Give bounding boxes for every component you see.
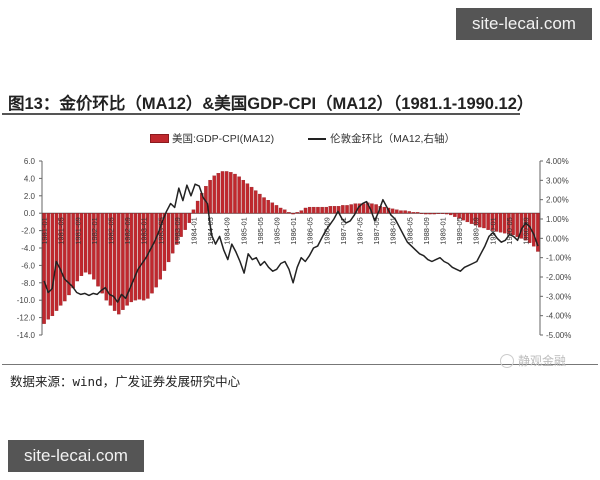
svg-text:1985-01: 1985-01	[239, 217, 248, 245]
svg-text:1983-05: 1983-05	[156, 217, 165, 245]
svg-text:0.00%: 0.00%	[546, 234, 569, 243]
svg-text:-2.0: -2.0	[21, 227, 35, 236]
svg-text:1983-01: 1983-01	[140, 217, 149, 245]
watermark-top: site-lecai.com	[456, 8, 592, 40]
svg-text:1989-05: 1989-05	[455, 217, 464, 245]
svg-text:3.00%: 3.00%	[546, 176, 569, 185]
svg-text:1988-01: 1988-01	[389, 217, 398, 245]
svg-text:1986-01: 1986-01	[289, 217, 298, 245]
right-axis: 4.00% 3.00% 2.00% 1.00% 0.00% -1.00% -2.00% -3.…	[539, 157, 571, 340]
svg-text:1988-09: 1988-09	[422, 217, 431, 245]
svg-text:-4.0: -4.0	[21, 244, 35, 253]
svg-text:-5.00%: -5.00%	[546, 331, 571, 340]
svg-text:1984-01: 1984-01	[189, 217, 198, 245]
bar-series-gdp-cpi	[42, 171, 540, 324]
svg-text:1986-05: 1986-05	[306, 217, 315, 245]
source-note: 数据来源：wind，广发证券发展研究中心	[10, 374, 241, 389]
svg-text:1984-09: 1984-09	[223, 217, 232, 245]
legend-label-gdp-cpi: 美国:GDP-CPI(MA12)	[172, 133, 275, 145]
line-series-gold	[43, 183, 539, 303]
source-divider	[2, 364, 598, 365]
svg-text:-2.00%: -2.00%	[546, 273, 571, 282]
legend-bar-swatch-icon	[150, 134, 169, 143]
svg-text:1989-01: 1989-01	[438, 217, 447, 245]
x-axis-labels: 1981-01 1981-05 1981-09 1982-01 1982-05 1982-…	[40, 217, 530, 245]
svg-text:2.00%: 2.00%	[546, 196, 569, 205]
legend-line-swatch-icon	[308, 137, 327, 140]
svg-text:1982-01: 1982-01	[90, 217, 99, 245]
svg-text:2.0: 2.0	[24, 192, 36, 201]
svg-text:1986-09: 1986-09	[322, 217, 331, 245]
svg-text:-4.00%: -4.00%	[546, 312, 571, 321]
svg-text:1990-01: 1990-01	[488, 217, 497, 245]
svg-text:1990-09: 1990-09	[521, 217, 530, 245]
svg-text:-8.0: -8.0	[21, 279, 35, 288]
chart-title: 图13：金价环比（MA12）&美国GDP-CPI（MA12）（1981.1-19…	[8, 95, 534, 113]
legend-label-gold: 伦敦金环比（MA12,右轴）	[330, 133, 455, 145]
svg-text:1987-05: 1987-05	[355, 217, 364, 245]
svg-text:-1.00%: -1.00%	[546, 254, 571, 263]
svg-text:1990-05: 1990-05	[505, 217, 514, 245]
svg-text:1988-05: 1988-05	[405, 217, 414, 245]
svg-text:1985-05: 1985-05	[256, 217, 265, 245]
left-axis: 6.0 4.0 2.0 0.0 -2.0 -4.0 -6.0 -8.0 -10.0 -12.0 -1…	[17, 157, 43, 340]
svg-text:-12.0: -12.0	[17, 314, 36, 323]
svg-text:4.00%: 4.00%	[546, 157, 569, 166]
svg-text:1981-01: 1981-01	[40, 217, 49, 245]
svg-text:-14.0: -14.0	[17, 331, 36, 340]
title-divider	[2, 113, 520, 115]
svg-text:-10.0: -10.0	[17, 296, 36, 305]
wechat-icon	[500, 353, 514, 368]
svg-text:4.0: 4.0	[24, 174, 36, 183]
svg-text:0.0: 0.0	[24, 209, 36, 218]
svg-text:1.00%: 1.00%	[546, 215, 569, 224]
brand-label: 静观金融	[518, 354, 567, 368]
svg-text:-3.00%: -3.00%	[546, 292, 571, 301]
svg-text:1987-09: 1987-09	[372, 217, 381, 245]
svg-text:1982-05: 1982-05	[106, 217, 115, 245]
svg-text:1989-09: 1989-09	[472, 217, 481, 245]
svg-text:1987-01: 1987-01	[339, 217, 348, 245]
chart-legend: 美国:GDP-CPI(MA12) 伦敦金环比（MA12,右轴）	[150, 131, 455, 146]
svg-text:1985-09: 1985-09	[272, 217, 281, 245]
svg-text:1981-09: 1981-09	[73, 217, 82, 245]
watermark-bottom: site-lecai.com	[8, 440, 144, 472]
svg-text:-6.0: -6.0	[21, 261, 35, 270]
brand-mark: 静观金融	[500, 352, 566, 369]
svg-text:1984-05: 1984-05	[206, 217, 215, 245]
svg-text:6.0: 6.0	[24, 157, 36, 166]
svg-text:1983-09: 1983-09	[173, 217, 182, 245]
svg-text:1982-09: 1982-09	[123, 217, 132, 245]
svg-text:1981-05: 1981-05	[57, 217, 66, 245]
